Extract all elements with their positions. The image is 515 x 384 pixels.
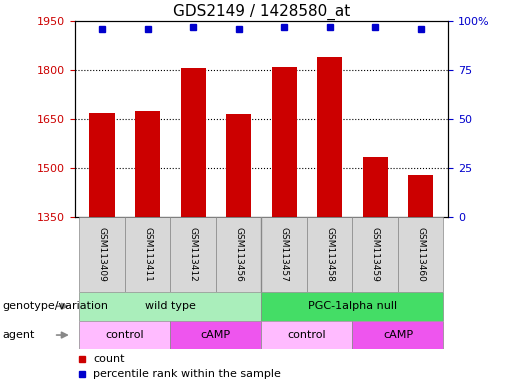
Text: PGC-1alpha null: PGC-1alpha null <box>308 301 397 311</box>
Text: control: control <box>106 330 144 340</box>
Bar <box>398 217 443 292</box>
Bar <box>408 175 433 217</box>
Bar <box>90 113 114 217</box>
Bar <box>79 217 125 292</box>
Bar <box>363 157 388 217</box>
Text: GSM113459: GSM113459 <box>371 227 380 282</box>
Bar <box>79 292 261 321</box>
Text: GSM113412: GSM113412 <box>188 227 198 282</box>
Bar <box>352 321 443 349</box>
Text: cAMP: cAMP <box>201 330 231 340</box>
Text: genotype/variation: genotype/variation <box>3 301 109 311</box>
Text: GSM113458: GSM113458 <box>325 227 334 282</box>
Text: cAMP: cAMP <box>383 330 413 340</box>
Bar <box>170 217 216 292</box>
Text: GSM113409: GSM113409 <box>97 227 107 282</box>
Bar <box>317 57 342 217</box>
Bar <box>261 321 352 349</box>
Bar <box>261 292 443 321</box>
Bar <box>271 68 297 217</box>
Text: GSM113460: GSM113460 <box>416 227 425 282</box>
Text: GSM113411: GSM113411 <box>143 227 152 282</box>
Text: wild type: wild type <box>145 301 196 311</box>
Bar <box>79 321 170 349</box>
Bar <box>226 114 251 217</box>
Bar <box>181 68 205 217</box>
Bar <box>135 111 160 217</box>
Title: GDS2149 / 1428580_at: GDS2149 / 1428580_at <box>173 3 350 20</box>
Bar <box>261 217 307 292</box>
Bar <box>216 217 261 292</box>
Text: percentile rank within the sample: percentile rank within the sample <box>93 369 281 379</box>
Text: agent: agent <box>3 330 35 340</box>
Bar <box>170 321 261 349</box>
Text: count: count <box>93 354 125 364</box>
Text: GSM113457: GSM113457 <box>280 227 288 282</box>
Text: control: control <box>287 330 326 340</box>
Text: GSM113456: GSM113456 <box>234 227 243 282</box>
Bar <box>352 217 398 292</box>
Bar <box>125 217 170 292</box>
Bar <box>307 217 352 292</box>
